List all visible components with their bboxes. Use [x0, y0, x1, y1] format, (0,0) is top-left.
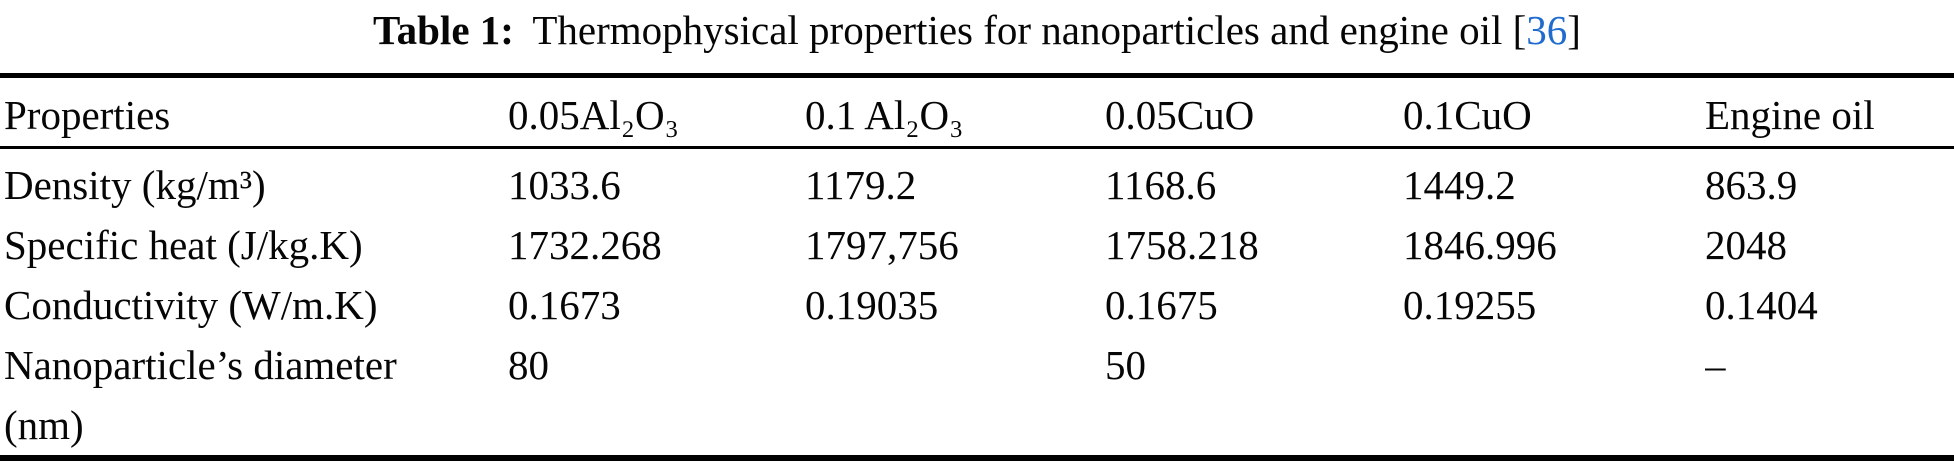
- cell: 1033.6: [508, 162, 621, 208]
- cell: 0.1675: [1105, 282, 1218, 328]
- column-header-engine-oil: Engine oil: [1705, 75, 1954, 149]
- cell: 2048: [1705, 222, 1787, 268]
- table-row-specific-heat: Specific heat (J/kg.K) 1732.268 1797,756…: [0, 215, 1954, 275]
- citation-bracket-close: ]: [1567, 7, 1581, 53]
- cell: 1168.6: [1105, 162, 1217, 208]
- cell: 50: [1105, 342, 1146, 388]
- row-label: Conductivity (W/m.K): [4, 282, 378, 328]
- cell: [805, 335, 1105, 458]
- row-label: Nanoparticle’s diameter (nm): [0, 335, 508, 458]
- citation-bracket-open: [: [1512, 7, 1527, 53]
- cell: 0.1404: [1705, 282, 1818, 328]
- column-header-al2o3-005: 0.05Al₂O₃: [508, 75, 805, 149]
- table-caption-text: Thermophysical properties for nanopartic…: [532, 7, 1503, 53]
- column-header-al2o3-01: 0.1 Al₂O₃: [805, 75, 1105, 149]
- table-caption: Table 1: Thermophysical properties for na…: [0, 0, 1954, 73]
- column-header-properties: Properties: [0, 75, 508, 149]
- cell: 0.19035: [805, 282, 939, 328]
- cell: 1846.996: [1403, 222, 1557, 268]
- cell: [1403, 335, 1705, 458]
- cell: 1797,756: [805, 222, 959, 268]
- cell: 0.1673: [508, 282, 621, 328]
- cell: 863.9: [1705, 162, 1798, 208]
- cell: 1449.2: [1403, 162, 1516, 208]
- table-row-conductivity: Conductivity (W/m.K) 0.1673 0.19035 0.16…: [0, 275, 1954, 335]
- table-row-nanoparticle-diameter: Nanoparticle’s diameter (nm) 80 50 –: [0, 335, 1954, 458]
- citation-link[interactable]: 36: [1526, 7, 1568, 53]
- header-row: Properties 0.05Al₂O₃ 0.1 Al₂O₃ 0.05CuO 0…: [0, 75, 1954, 149]
- row-label: Specific heat (J/kg.K): [4, 222, 363, 268]
- table-row-density: Density (kg/m³) 1033.6 1179.2 1168.6 144…: [0, 148, 1954, 216]
- row-label: Density (kg/m³): [4, 162, 266, 208]
- cell: 0.19255: [1403, 282, 1537, 328]
- row-label-line2: (nm): [4, 402, 84, 448]
- cell: –: [1705, 342, 1726, 388]
- row-label-line1: Nanoparticle’s diameter: [4, 342, 397, 388]
- thermophysical-properties-table: Properties 0.05Al₂O₃ 0.1 Al₂O₃ 0.05CuO 0…: [0, 73, 1954, 461]
- cell: 1179.2: [805, 162, 917, 208]
- cell: 1732.268: [508, 222, 662, 268]
- column-header-cuo-01: 0.1CuO: [1403, 75, 1705, 149]
- column-header-cuo-005: 0.05CuO: [1105, 75, 1403, 149]
- table-caption-label: Table 1:: [373, 7, 514, 53]
- cell: 80: [508, 342, 549, 388]
- cell: 1758.218: [1105, 222, 1259, 268]
